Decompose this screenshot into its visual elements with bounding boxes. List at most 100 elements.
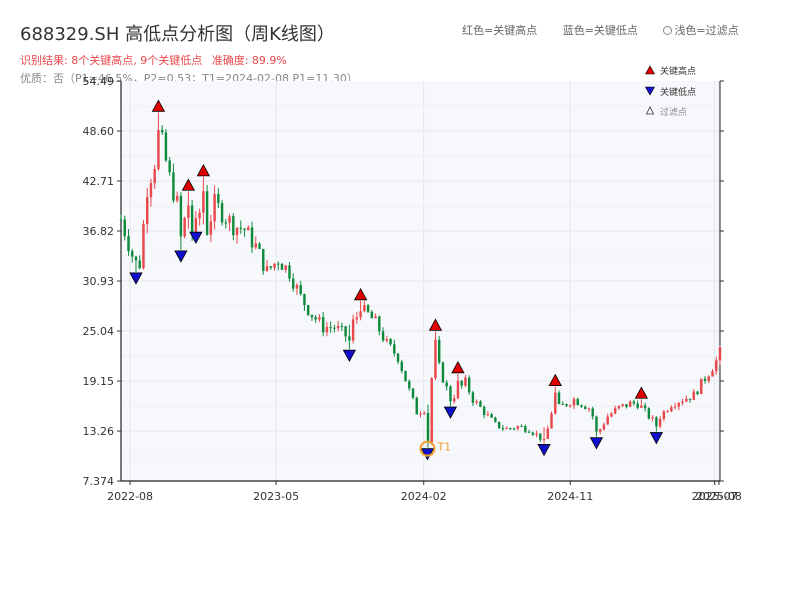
- t1-circle-marker: [419, 440, 436, 457]
- color-legend-blue: 蓝色=关键低点: [562, 24, 638, 37]
- candle-body: [385, 338, 389, 341]
- candle-body: [643, 405, 647, 409]
- candle-body: [666, 411, 669, 413]
- candle-body: [670, 407, 673, 412]
- candle-body: [217, 193, 220, 204]
- candle-body: [134, 256, 138, 261]
- candle-body: [190, 205, 194, 236]
- candle-body: [318, 317, 321, 320]
- x-tick-label: 2025-08: [696, 490, 742, 503]
- candle-body: [213, 193, 216, 222]
- candle-body: [277, 263, 280, 265]
- candle-body: [194, 218, 198, 236]
- candle-body: [524, 426, 527, 432]
- key-low-marker: [589, 437, 604, 450]
- candle-body: [228, 216, 231, 223]
- candle-body: [168, 160, 171, 173]
- candle-body: [617, 405, 621, 409]
- candle-body: [423, 413, 426, 415]
- candle-body: [183, 217, 186, 237]
- candle-body: [505, 428, 508, 430]
- candle-body: [471, 392, 475, 403]
- legend-high-label: 关键高点: [660, 65, 696, 77]
- candle-body: [557, 392, 561, 404]
- candle-body: [224, 222, 228, 224]
- candle-body: [157, 129, 160, 170]
- candle-body: [393, 344, 396, 354]
- candle-body: [262, 248, 265, 271]
- x-tick-label: 2025-07: [692, 490, 738, 503]
- candle-body: [284, 265, 287, 270]
- candle-body: [254, 243, 257, 248]
- candle-body: [138, 260, 141, 269]
- candle-body: [411, 388, 415, 398]
- key-high-marker: [548, 373, 562, 386]
- candle-body: [247, 227, 250, 231]
- color-legend-red: 红色=关键高点: [462, 24, 538, 37]
- candle-body: [348, 336, 351, 341]
- legend-low-icon: [644, 86, 656, 96]
- candle-body: [243, 228, 246, 231]
- candle-body: [677, 402, 681, 407]
- candle-body: [516, 425, 520, 429]
- key-high-marker: [428, 318, 443, 331]
- y-tick-label: 7.374: [83, 475, 115, 488]
- candle-body: [531, 432, 535, 435]
- candle-body: [681, 401, 684, 403]
- candle-body: [123, 219, 126, 237]
- candle-body: [408, 381, 411, 389]
- candle-body: [718, 347, 722, 361]
- key-low-marker: [174, 250, 188, 263]
- key-high-marker: [151, 99, 166, 112]
- candle-body: [363, 305, 366, 312]
- candle-body: [497, 421, 501, 429]
- candle-body: [288, 265, 291, 279]
- candle-body: [280, 264, 284, 270]
- candle-body: [692, 391, 696, 400]
- candle-body: [486, 414, 490, 416]
- candle-body: [239, 227, 243, 229]
- candle-body: [688, 398, 692, 400]
- chart-title: 688329.SH 高低点分析图（周K线图）: [20, 24, 335, 45]
- candle-body: [595, 416, 598, 432]
- candle-body: [131, 251, 134, 257]
- candle-body: [576, 398, 579, 406]
- candle-body: [119, 219, 123, 221]
- y-tick-label: 48.60: [83, 125, 115, 138]
- key-high-marker: [634, 386, 649, 399]
- candle-body: [554, 392, 557, 414]
- candle-body: [651, 417, 654, 419]
- candle-body: [149, 183, 153, 198]
- candle-body: [572, 398, 576, 406]
- candle-body: [359, 311, 362, 318]
- candle-body: [482, 406, 486, 415]
- x-tick-label: 2023-05: [253, 490, 299, 503]
- candle-body: [606, 416, 609, 425]
- candle-body: [569, 405, 572, 407]
- candle-body: [494, 417, 497, 422]
- candle-body: [269, 266, 272, 268]
- accuracy-text: 准确度: 89.9%: [211, 54, 287, 67]
- candle-body: [198, 212, 201, 219]
- candle-body: [456, 380, 460, 399]
- candle-body: [550, 413, 553, 429]
- candle-body: [258, 243, 261, 249]
- candle-body: [542, 438, 546, 440]
- y-tick-label: 42.71: [83, 175, 115, 188]
- candle-body: [449, 386, 452, 402]
- candle-body: [209, 221, 213, 235]
- candle-body: [628, 401, 632, 407]
- candle-body: [685, 398, 688, 402]
- candle-body: [202, 191, 205, 213]
- candle-body: [546, 428, 550, 439]
- key-low-marker: [342, 349, 357, 363]
- candle-body: [160, 129, 164, 133]
- candle-body: [647, 408, 651, 419]
- candle-body: [655, 417, 658, 427]
- key-high-marker: [353, 287, 368, 301]
- candle-body: [265, 266, 269, 271]
- candle-body: [700, 378, 703, 395]
- candle-body: [501, 428, 505, 430]
- y-tick-label: 54.49: [83, 75, 115, 88]
- candle-body: [381, 331, 385, 341]
